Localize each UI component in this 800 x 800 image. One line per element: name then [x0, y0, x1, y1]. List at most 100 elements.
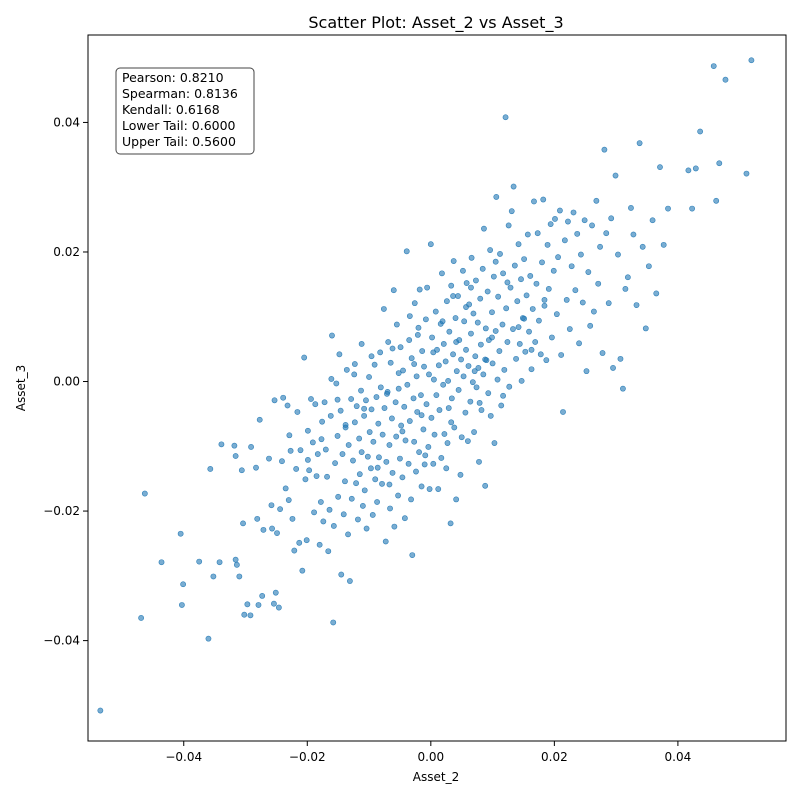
- data-point: [408, 355, 415, 362]
- data-point: [418, 392, 424, 399]
- data-point: [544, 241, 551, 248]
- data-point: [558, 352, 565, 358]
- data-point: [441, 431, 448, 437]
- data-point: [377, 349, 384, 356]
- data-point: [97, 707, 104, 714]
- data-point: [259, 593, 266, 599]
- data-point: [410, 395, 417, 402]
- data-point: [427, 241, 434, 248]
- data-point: [493, 194, 500, 200]
- data-point: [178, 602, 185, 608]
- data-point: [353, 403, 360, 410]
- data-point: [496, 348, 503, 354]
- data-point: [636, 140, 643, 147]
- data-point: [601, 146, 608, 153]
- data-point: [272, 589, 279, 596]
- data-point: [353, 480, 359, 487]
- data-point: [345, 442, 352, 448]
- data-point: [421, 461, 428, 468]
- data-point: [395, 370, 402, 376]
- data-point: [327, 412, 334, 419]
- stats-box-frame: [115, 67, 255, 155]
- data-point: [539, 259, 545, 266]
- data-point: [448, 419, 455, 426]
- data-point: [369, 512, 376, 518]
- data-point: [548, 334, 555, 341]
- data-point: [457, 471, 464, 478]
- data-point: [545, 285, 552, 292]
- data-point: [524, 231, 531, 238]
- data-point: [395, 492, 401, 499]
- data-point: [444, 440, 451, 446]
- data-point: [482, 325, 489, 332]
- y-tick-label: 0.00: [53, 375, 80, 389]
- data-point: [337, 407, 344, 414]
- data-point: [522, 348, 529, 355]
- data-point: [309, 439, 316, 446]
- data-point: [370, 438, 377, 445]
- data-point: [308, 396, 314, 402]
- plot-frame: [87, 34, 787, 742]
- data-point: [393, 321, 400, 328]
- data-point: [348, 396, 355, 402]
- data-point: [476, 458, 482, 465]
- data-point: [299, 567, 306, 574]
- points-layer: [97, 57, 755, 714]
- data-point: [401, 515, 408, 522]
- data-point: [398, 422, 405, 429]
- data-point: [382, 538, 389, 545]
- data-point: [446, 328, 453, 335]
- data-point: [430, 349, 437, 356]
- data-point: [373, 394, 380, 400]
- data-point: [318, 436, 325, 443]
- data-point: [368, 406, 375, 413]
- data-point: [433, 392, 440, 399]
- data-point: [463, 346, 469, 353]
- data-point: [368, 465, 374, 472]
- data-point: [218, 441, 225, 448]
- data-point: [274, 530, 280, 536]
- data-point: [254, 515, 261, 522]
- data-point: [541, 297, 548, 303]
- data-point: [332, 460, 338, 467]
- x-tick-label: 0.00: [417, 750, 444, 764]
- data-point: [241, 611, 248, 618]
- y-axis-label: Asset_3: [14, 365, 28, 411]
- data-point: [342, 478, 348, 485]
- data-point: [342, 424, 349, 431]
- data-point: [492, 328, 499, 334]
- data-point: [710, 63, 717, 69]
- data-point: [477, 341, 484, 348]
- data-point: [418, 412, 425, 419]
- data-point: [605, 300, 612, 307]
- data-point: [555, 254, 561, 261]
- stats-box: Pearson: 0.8210 Spearman: 0.8136 Kendall…: [115, 67, 255, 155]
- data-point: [513, 355, 519, 362]
- data-point: [578, 251, 584, 258]
- data-point: [371, 361, 378, 368]
- data-point: [460, 267, 466, 274]
- data-point: [450, 258, 457, 264]
- data-point: [386, 442, 393, 448]
- data-point: [451, 424, 458, 431]
- data-point: [628, 205, 634, 211]
- data-point: [383, 458, 390, 465]
- data-point: [450, 351, 456, 358]
- data-point: [480, 371, 487, 378]
- data-point: [303, 537, 310, 544]
- data-point: [324, 473, 330, 480]
- data-point: [317, 499, 324, 505]
- data-point: [610, 365, 616, 371]
- data-point: [665, 205, 671, 212]
- data-point: [351, 371, 358, 378]
- data-point: [518, 276, 524, 283]
- data-point: [487, 412, 494, 419]
- data-point: [312, 401, 319, 408]
- data-point: [216, 559, 223, 566]
- data-point: [518, 377, 525, 384]
- data-point: [528, 366, 535, 373]
- data-point: [180, 581, 187, 588]
- data-point: [399, 428, 406, 435]
- data-point: [426, 486, 433, 492]
